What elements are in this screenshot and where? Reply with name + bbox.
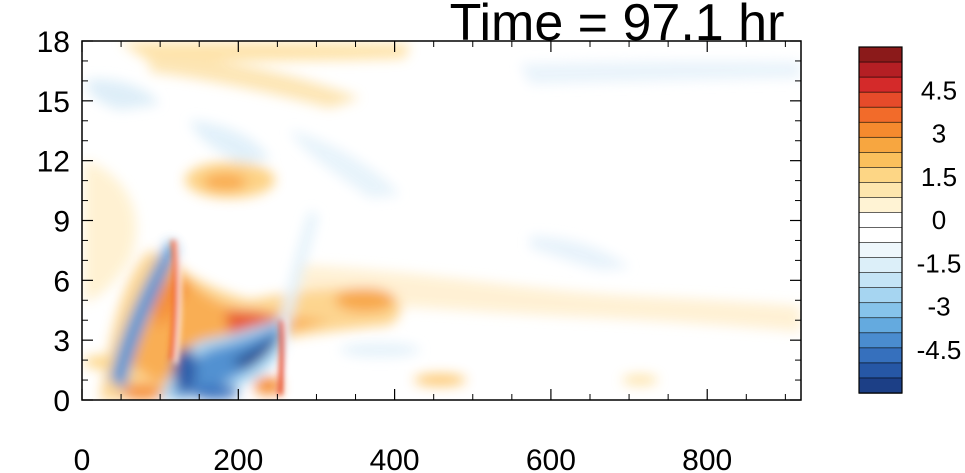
- colorbar-swatch: [858, 167, 903, 184]
- colorbar-frame: [858, 46, 903, 394]
- colorbar-label: 0: [932, 205, 946, 235]
- y-tick-label: 0: [53, 385, 70, 418]
- colorbar-swatch: [858, 287, 903, 304]
- colorbar-swatch: [858, 61, 903, 78]
- colorbar-swatch: [858, 302, 903, 319]
- colorbar-swatch: [858, 317, 903, 334]
- colorbar-swatch: [858, 377, 903, 394]
- colorbar-swatch: [858, 136, 903, 154]
- colorbar-labels: 4.5 3 1.5 0 -1.5 -3 -4.5: [917, 75, 962, 365]
- colorbar-swatch: [858, 121, 903, 138]
- y-tick-label: 15: [37, 86, 70, 119]
- contour-field: [84, 42, 801, 400]
- x-tick-label: 0: [74, 444, 91, 473]
- colorbar-swatch: [858, 257, 903, 274]
- y-tick-label: 6: [53, 265, 70, 298]
- y-tick-label: 3: [53, 325, 70, 358]
- x-tick-label: 200: [213, 444, 263, 473]
- colorbar-swatch: [858, 332, 903, 349]
- chart-title: Time = 97.1 hr: [450, 0, 785, 52]
- y-axis-tick-labels: 0 3 6 9 12 15 18: [37, 26, 70, 418]
- colorbar-swatch: [858, 91, 903, 108]
- colorbar-swatch: [858, 242, 903, 259]
- colorbar-swatch: [858, 272, 903, 289]
- colorbar-label: -1.5: [917, 248, 962, 278]
- colorbar-label: -3: [927, 292, 950, 322]
- y-tick-label: 18: [37, 26, 70, 59]
- colorbar-swatch: [858, 227, 903, 244]
- colorbar-swatch: [858, 182, 903, 199]
- colorbar-swatch: [858, 106, 903, 123]
- colorbar-label: 1.5: [921, 162, 957, 192]
- colorbar-swatch: [858, 152, 903, 169]
- x-axis-tick-labels: 0 200 400 600 800: [74, 444, 733, 473]
- colorbar-label: -4.5: [917, 335, 962, 365]
- colorbar-swatch: [858, 76, 903, 93]
- colorbar-swatch: [858, 197, 903, 214]
- colorbar-swatch: [858, 362, 903, 379]
- axis-ticks: [81, 40, 801, 401]
- x-tick-label: 800: [682, 444, 732, 473]
- colorbar-label: 3: [932, 119, 946, 149]
- colorbar-swatch: [858, 347, 903, 364]
- colorbar-swatch: [858, 212, 903, 229]
- colorbar-label: 4.5: [921, 75, 957, 105]
- colorbar: [858, 46, 903, 394]
- x-tick-label: 600: [526, 444, 576, 473]
- colorbar-swatch: [858, 46, 903, 63]
- y-tick-label: 12: [37, 146, 70, 179]
- y-tick-label: 9: [53, 206, 70, 239]
- x-tick-label: 400: [370, 444, 420, 473]
